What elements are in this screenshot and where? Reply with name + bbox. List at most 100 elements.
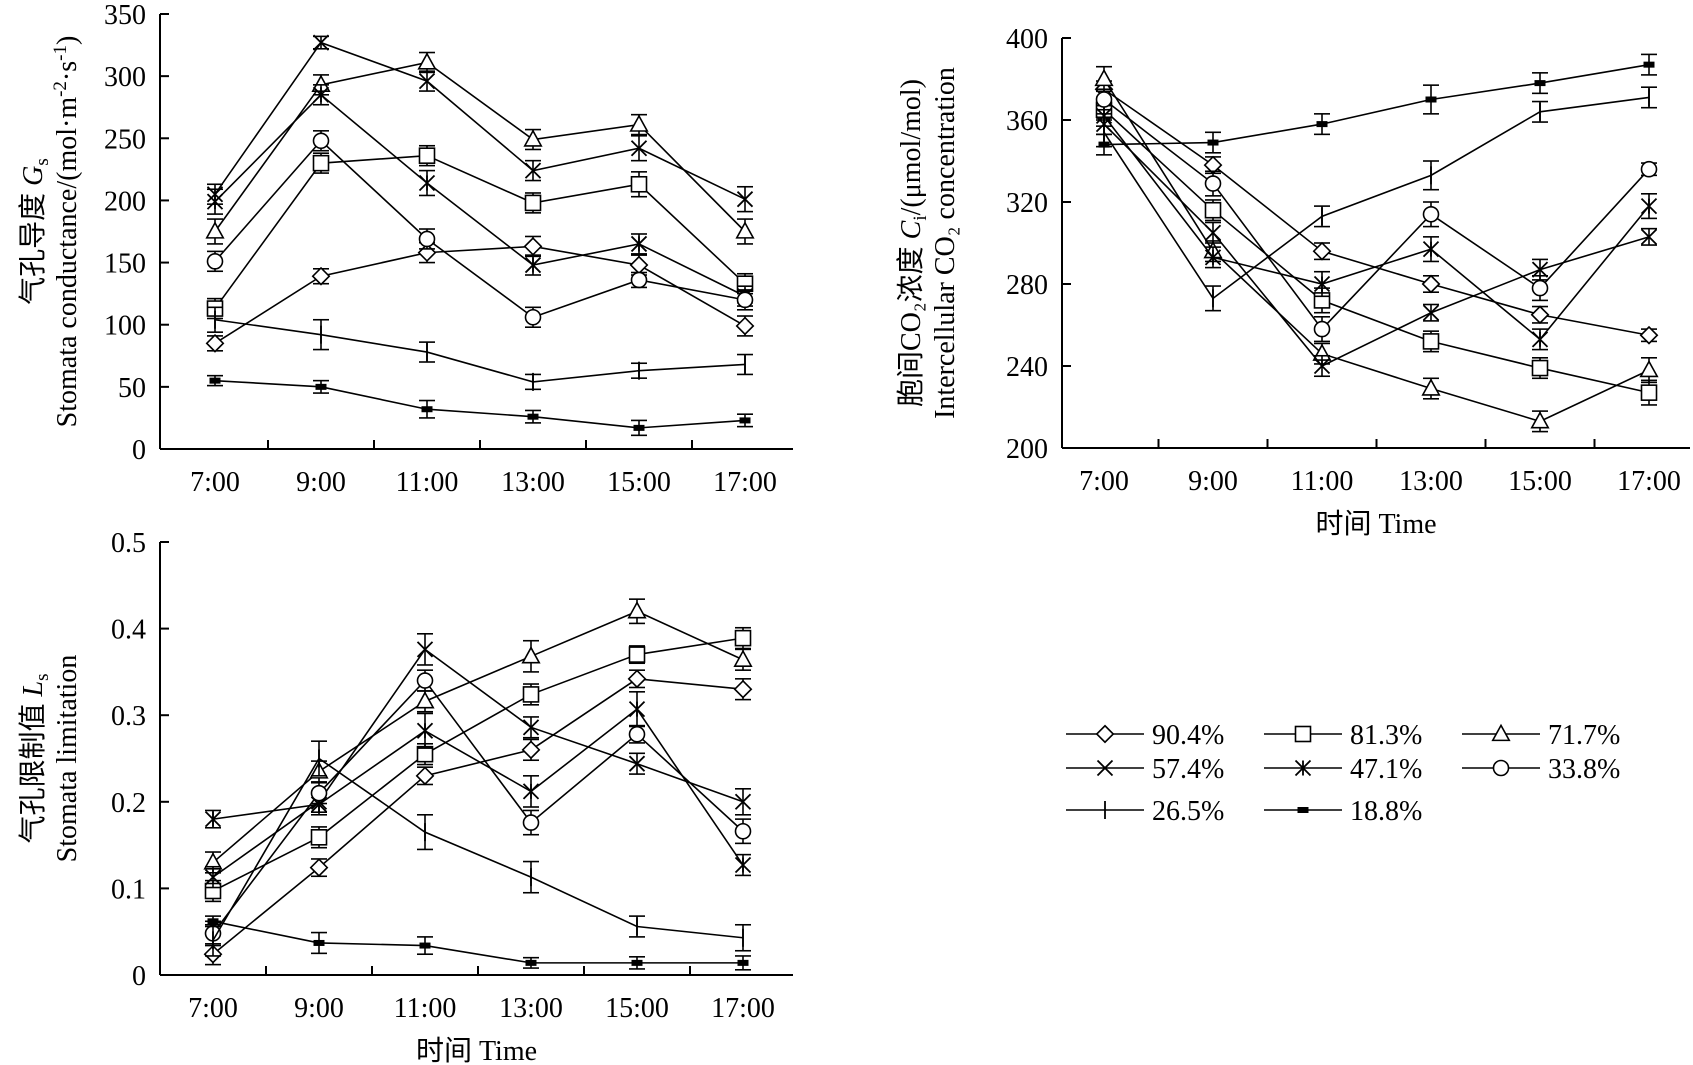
series-diamond xyxy=(203,669,753,966)
legend-label: 81.3% xyxy=(1350,720,1422,751)
data-point xyxy=(310,784,328,802)
y-tick-label: 0.1 xyxy=(111,874,146,905)
data-point xyxy=(1095,91,1113,108)
series-line xyxy=(1103,88,1650,337)
series-plus xyxy=(207,306,753,391)
data-point xyxy=(733,649,753,667)
data-point xyxy=(734,629,752,647)
chart-stomata-conductance: 0 50 100 150 200 250 300 350 7:00 9:00 11:00 13:00 1… xyxy=(17,0,793,498)
series-x xyxy=(206,34,754,213)
legend-label: 57.4% xyxy=(1152,754,1224,785)
data-point xyxy=(633,424,645,431)
legend-marker xyxy=(1297,807,1309,813)
data-point xyxy=(734,856,752,874)
series-diamond xyxy=(205,235,755,353)
y-tick-label: 250 xyxy=(104,124,146,155)
series-line xyxy=(214,61,746,233)
data-point xyxy=(1313,275,1331,293)
series-line xyxy=(214,318,746,383)
data-point xyxy=(1422,333,1440,350)
x-axis-title: 时间 Time xyxy=(416,1035,537,1065)
data-point xyxy=(1643,61,1655,68)
data-point xyxy=(415,766,435,786)
legend-entry: 90.4% xyxy=(1066,720,1224,751)
y-tick-label: 280 xyxy=(1006,270,1048,301)
y-tick-label: 400 xyxy=(1006,24,1048,55)
legend-entry: 33.8% xyxy=(1462,754,1620,785)
legend-label: 33.8% xyxy=(1548,754,1620,785)
x-tick-label: 17:00 xyxy=(1617,466,1681,497)
legend-label: 90.4% xyxy=(1152,720,1224,751)
data-point xyxy=(522,814,540,831)
series-square xyxy=(206,144,754,320)
series-plus xyxy=(205,740,751,957)
data-point xyxy=(1316,121,1328,128)
data-point xyxy=(524,194,542,212)
data-point xyxy=(416,745,434,763)
series-line xyxy=(214,154,746,310)
series-triangle xyxy=(203,598,753,874)
y-axis-title: 气孔导度 Gs​ xyxy=(17,158,53,305)
data-point xyxy=(204,810,222,828)
x-tick-label: 7:00 xyxy=(1079,466,1129,497)
series-dash xyxy=(1096,53,1657,156)
x-tick-label: 7:00 xyxy=(188,993,238,1024)
data-point xyxy=(312,132,330,150)
data-point xyxy=(309,858,329,877)
data-point xyxy=(627,600,647,619)
legend-marker xyxy=(1492,759,1510,777)
data-point xyxy=(628,701,646,718)
legend-label: 26.5% xyxy=(1152,796,1224,827)
data-point xyxy=(733,679,753,699)
data-point xyxy=(521,646,541,664)
data-point xyxy=(417,52,437,70)
data-point xyxy=(1204,201,1222,219)
data-point xyxy=(524,162,542,179)
data-point xyxy=(204,869,222,886)
y-axis-title: Intercellular CO₂ concentration xyxy=(930,67,961,419)
data-point xyxy=(1313,357,1331,375)
legend-label: 71.7% xyxy=(1548,720,1620,751)
series-diamond xyxy=(1094,79,1659,345)
data-point xyxy=(736,191,754,208)
data-point xyxy=(527,413,539,420)
legend-marker xyxy=(1096,759,1114,777)
x-tick-label: 13:00 xyxy=(499,993,563,1024)
legend-label: 18.8% xyxy=(1350,796,1422,827)
data-point xyxy=(522,686,540,703)
y-tick-label: 300 xyxy=(104,62,146,93)
x-tick-label: 9:00 xyxy=(296,467,346,498)
series-line xyxy=(212,679,744,934)
series-line xyxy=(212,920,743,964)
data-point xyxy=(418,147,436,164)
series-line xyxy=(212,610,744,864)
legend-entry: 57.4% xyxy=(1066,754,1224,785)
x-tick-label: 9:00 xyxy=(1188,466,1238,497)
series-line xyxy=(214,93,746,297)
x-tick-label: 13:00 xyxy=(501,467,565,498)
series-line xyxy=(1103,109,1650,394)
x-tick-label: 15:00 xyxy=(607,467,671,498)
series-line xyxy=(1103,115,1650,341)
data-point xyxy=(207,918,219,925)
y-tick-label: 0 xyxy=(132,435,146,466)
data-point xyxy=(416,722,434,739)
series-dash xyxy=(205,915,751,971)
data-point xyxy=(1094,68,1114,87)
data-point xyxy=(525,959,537,966)
series-circle xyxy=(1095,88,1658,343)
data-point xyxy=(629,114,649,132)
data-point xyxy=(311,266,331,286)
data-point xyxy=(1312,241,1332,261)
x-tick-label: 11:00 xyxy=(1291,466,1354,497)
data-point xyxy=(421,406,433,413)
y-tick-label: 100 xyxy=(104,311,146,342)
y-axis-title: 胞间CO₂浓度 Ci​/(μmol/mol) xyxy=(895,79,931,407)
series-line xyxy=(1103,123,1650,367)
y-tick-label: 150 xyxy=(104,249,146,280)
data-point xyxy=(206,193,224,210)
data-point xyxy=(1640,228,1658,245)
data-point xyxy=(312,154,330,172)
legend-entry: 81.3% xyxy=(1264,720,1422,751)
data-point xyxy=(418,230,436,248)
